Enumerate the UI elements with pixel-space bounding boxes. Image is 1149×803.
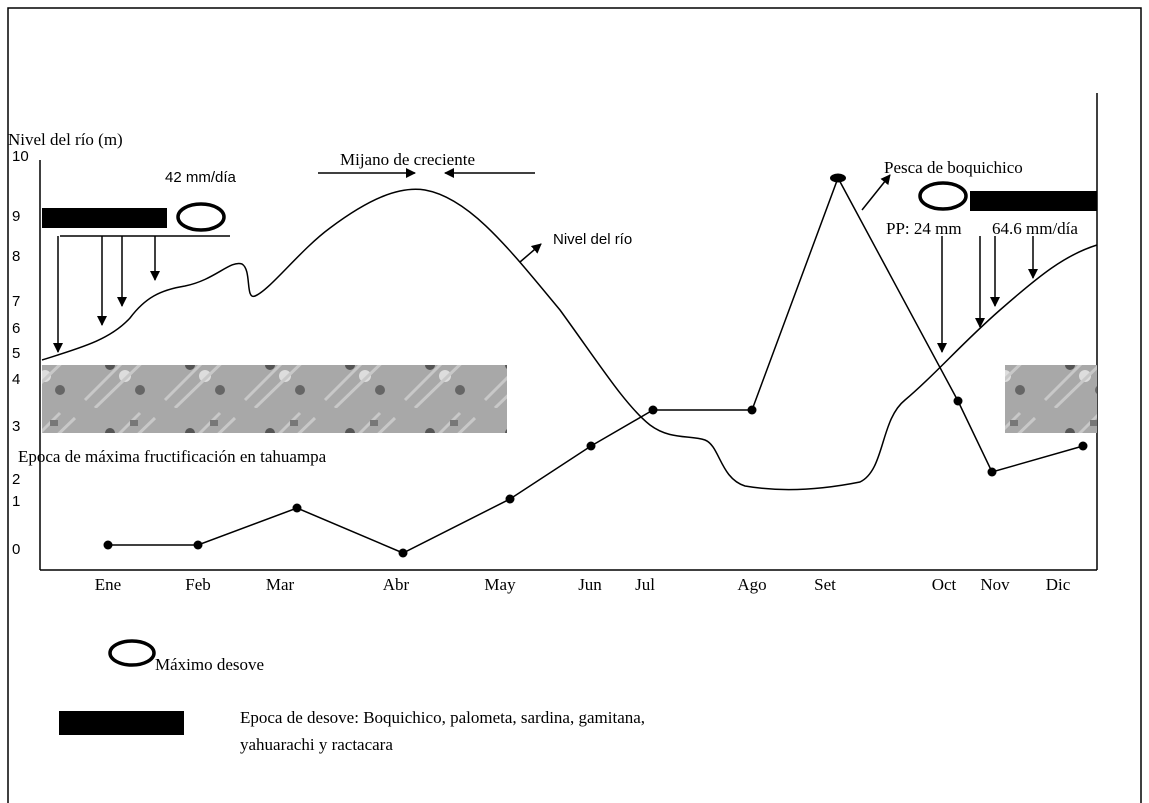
month: Abr — [383, 575, 410, 594]
month: Dic — [1046, 575, 1071, 594]
month: Mar — [266, 575, 295, 594]
annotation: Nivel del río — [553, 231, 632, 248]
y-labels: 10 9 8 7 6 5 4 3 2 1 0 — [12, 148, 29, 558]
y-label: 5 — [12, 345, 20, 362]
pointer-arrows — [318, 168, 891, 263]
month: Oct — [932, 575, 957, 594]
month: Ene — [95, 575, 121, 594]
y-label: 0 — [12, 541, 20, 558]
legend-oval — [108, 639, 156, 667]
y-label: 1 — [12, 493, 20, 510]
month: Jul — [635, 575, 655, 594]
annotation: 42 mm/día — [165, 169, 237, 186]
photo-strip — [42, 365, 507, 433]
points — [103, 173, 1088, 558]
dotted-series — [108, 176, 1084, 554]
month: May — [484, 575, 516, 594]
annotation: 64.6 mm/día — [992, 219, 1078, 238]
axes — [39, 93, 1098, 571]
y-label: 10 — [12, 148, 29, 165]
legend-label: Máximo desove — [155, 655, 264, 674]
y-label: 2 — [12, 471, 20, 488]
annotation: Pesca de boquichico — [884, 158, 1023, 177]
photo — [1005, 365, 1097, 433]
spawn-oval — [176, 202, 226, 232]
month: Ago — [737, 575, 766, 594]
legend-label: Epoca de desove: Boquichico, palometa, s… — [240, 708, 645, 727]
y-label: 7 — [12, 293, 20, 310]
frame — [7, 7, 1142, 803]
annotation: PP: 24 mm — [886, 219, 962, 238]
spawn-bar — [970, 191, 1097, 211]
y-label: 9 — [12, 208, 20, 225]
y-label: 3 — [12, 418, 20, 435]
spawn-oval — [918, 181, 968, 211]
legend-label: yahuarachi y ractacara — [240, 735, 393, 754]
y-label: 8 — [12, 248, 20, 265]
month: Feb — [185, 575, 211, 594]
axis-title: Nivel del río (m) — [8, 130, 123, 149]
river-curve — [41, 188, 1098, 491]
month: Nov — [980, 575, 1010, 594]
month: Jun — [578, 575, 602, 594]
y-label: 4 — [12, 371, 20, 388]
legend-bar — [59, 711, 184, 735]
month-labels: Ene Feb Mar Abr May Jun Jul Ago Set Oct … — [95, 575, 1071, 594]
rain-arrows — [53, 235, 1038, 353]
annotation: Mijano de creciente — [340, 150, 475, 169]
spawn-bar — [42, 208, 167, 228]
y-label: 6 — [12, 320, 20, 337]
month: Set — [814, 575, 836, 594]
annotation: Epoca de máxima fructificación en tahuam… — [18, 447, 327, 466]
